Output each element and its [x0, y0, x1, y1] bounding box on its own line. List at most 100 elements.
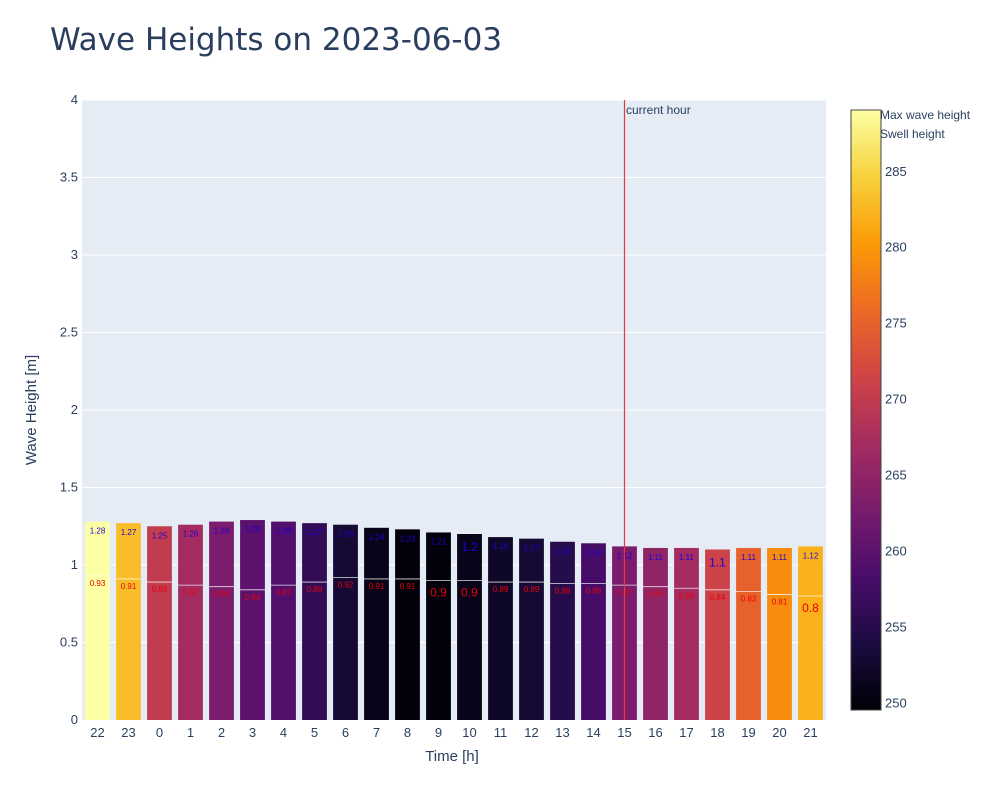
- x-tick-label: 11: [494, 725, 508, 740]
- swell-value-label-9: 0.9: [430, 586, 447, 600]
- max-value-label-2: 1.28: [214, 527, 230, 536]
- bar-19[interactable]: [736, 547, 761, 720]
- x-tick-label: 22: [90, 725, 104, 740]
- swell-value-label-21: 0.8: [802, 601, 819, 615]
- y-tick-label: 1.5: [60, 480, 78, 495]
- swell-value-label-1: 0.87: [183, 588, 199, 597]
- bar-11[interactable]: [488, 537, 513, 720]
- max-value-label-12: 1.17: [524, 544, 540, 553]
- swell-value-label-5: 0.89: [307, 585, 323, 594]
- bar-5[interactable]: [302, 523, 327, 720]
- x-tick-label: 13: [555, 725, 569, 740]
- x-tick-label: 15: [617, 725, 631, 740]
- legend-item-max-wave-height[interactable]: Max wave height: [880, 108, 971, 122]
- x-tick-label: 5: [311, 725, 318, 740]
- y-tick-label: 3: [71, 247, 78, 262]
- bar-13[interactable]: [550, 541, 575, 720]
- y-tick-label: 4: [71, 92, 78, 107]
- plot-area: 00.511.522.533.541.280.93221.270.91231.2…: [60, 92, 826, 740]
- max-value-label-18: 1.1: [709, 556, 726, 570]
- swell-value-label-11: 0.89: [493, 585, 509, 594]
- x-tick-label: 7: [373, 725, 380, 740]
- bar-3[interactable]: [240, 520, 265, 720]
- bar-23[interactable]: [116, 523, 141, 720]
- bar-18[interactable]: [705, 549, 730, 721]
- swell-value-label-19: 0.83: [741, 594, 757, 603]
- swell-value-label-2: 0.86: [214, 590, 230, 599]
- x-tick-label: 20: [772, 725, 786, 740]
- swell-value-label-4: 0.87: [276, 588, 292, 597]
- bar-4[interactable]: [271, 521, 296, 720]
- legend-item-swell-height[interactable]: Swell height: [880, 127, 945, 141]
- swell-value-label-6: 0.92: [338, 580, 354, 589]
- bar-1[interactable]: [178, 524, 203, 720]
- bar-8[interactable]: [395, 529, 420, 720]
- bar-14[interactable]: [581, 543, 606, 720]
- max-value-label-3: 1.29: [245, 525, 261, 534]
- x-tick-label: 1: [187, 725, 194, 740]
- x-tick-label: 2: [218, 725, 225, 740]
- bar-22[interactable]: [85, 521, 110, 720]
- max-value-label-6: 1.26: [338, 530, 354, 539]
- swell-value-label-7: 0.91: [369, 582, 385, 591]
- y-tick-label: 2: [71, 402, 78, 417]
- x-tick-label: 17: [679, 725, 693, 740]
- max-value-label-5: 1.27: [307, 528, 323, 537]
- legend[interactable]: Max wave height Swell height: [851, 108, 971, 141]
- x-tick-label: 3: [249, 725, 256, 740]
- x-tick-label: 8: [404, 725, 411, 740]
- y-tick-label: 3.5: [60, 170, 78, 185]
- bar-16[interactable]: [643, 547, 668, 720]
- y-tick-label: 0.5: [60, 635, 78, 650]
- x-tick-label: 18: [710, 725, 724, 740]
- y-tick-label: 0: [71, 712, 78, 727]
- colorbar-tick-label: 265: [885, 468, 907, 483]
- colorbar-tick-label: 270: [885, 392, 907, 407]
- x-axis-title: Time [h]: [425, 748, 479, 765]
- colorbar-tick-label: 280: [885, 240, 907, 255]
- x-tick-label: 23: [121, 725, 135, 740]
- swell-value-label-23: 0.91: [121, 582, 137, 591]
- bar-7[interactable]: [364, 527, 389, 720]
- bar-12[interactable]: [519, 538, 544, 720]
- bar-6[interactable]: [333, 524, 358, 720]
- x-tick-label: 16: [648, 725, 662, 740]
- max-value-label-21: 1.12: [803, 551, 819, 560]
- colorbar-tick-label: 285: [885, 164, 907, 179]
- max-value-label-22: 1.28: [90, 527, 106, 536]
- swell-value-label-20: 0.81: [772, 597, 788, 606]
- max-value-label-9: 1.21: [431, 537, 447, 546]
- bar-10[interactable]: [457, 534, 482, 720]
- bar-21[interactable]: [798, 546, 823, 720]
- max-value-label-10: 1.2: [461, 540, 478, 554]
- x-tick-label: 0: [156, 725, 163, 740]
- y-tick-label: 2.5: [60, 325, 78, 340]
- colorbar-tick-label: 255: [885, 619, 907, 634]
- bar-17[interactable]: [674, 547, 699, 720]
- max-value-label-17: 1.11: [679, 553, 695, 562]
- max-value-label-7: 1.24: [369, 533, 385, 542]
- x-tick-label: 19: [741, 725, 755, 740]
- colorbar-tick-label: 250: [885, 695, 907, 710]
- bar-2[interactable]: [209, 521, 234, 720]
- max-value-label-4: 1.28: [276, 527, 292, 536]
- bar-9[interactable]: [426, 532, 451, 720]
- swell-value-label-13: 0.88: [555, 587, 571, 596]
- colorbar: 250 255 260 265 270 275 280 285: [850, 109, 907, 711]
- max-value-label-11: 1.18: [493, 542, 509, 551]
- chart-title: Wave Heights on 2023-06-03: [50, 22, 502, 58]
- max-value-label-20: 1.11: [772, 553, 788, 562]
- x-tick-label: 10: [462, 725, 476, 740]
- swell-value-label-12: 0.89: [524, 585, 540, 594]
- x-tick-label: 12: [524, 725, 538, 740]
- max-value-label-19: 1.11: [741, 553, 757, 562]
- swell-value-label-0: 0.89: [152, 585, 168, 594]
- bar-0[interactable]: [147, 526, 172, 720]
- swell-value-label-14: 0.88: [586, 587, 602, 596]
- max-value-label-8: 1.23: [400, 534, 416, 543]
- swell-value-label-22: 0.93: [90, 579, 106, 588]
- x-tick-label: 6: [342, 725, 349, 740]
- colorbar-tick-label: 260: [885, 544, 907, 559]
- x-tick-label: 21: [803, 725, 817, 740]
- bar-20[interactable]: [767, 547, 792, 720]
